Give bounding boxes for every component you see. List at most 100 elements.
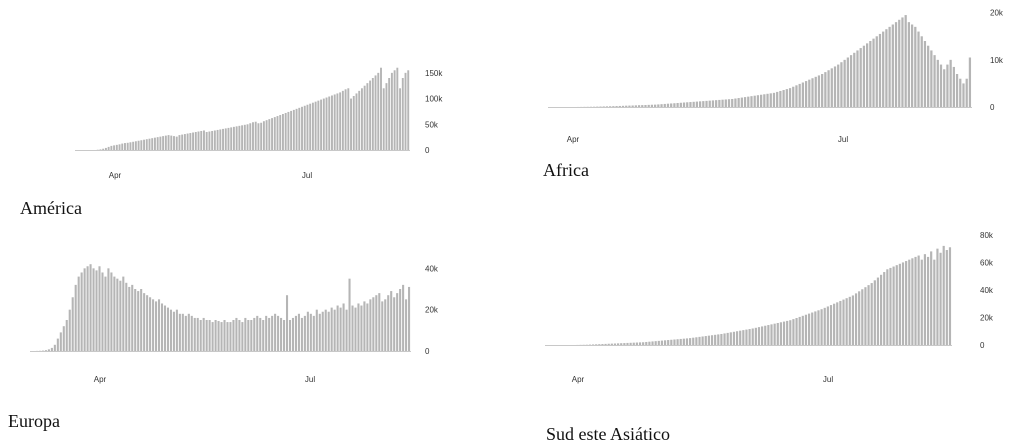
chart-europa-ytick: 20k <box>425 306 439 315</box>
chart-america-bar <box>159 137 161 150</box>
chart-europa-bar <box>95 270 97 351</box>
chart-sea-bar <box>908 260 910 345</box>
chart-europa-bar <box>81 272 83 351</box>
chart-sea-bar <box>642 342 644 345</box>
chart-america-bar <box>377 73 379 150</box>
chart-sea-bar <box>774 324 776 345</box>
chart-america-bar <box>236 126 238 150</box>
chart-europa-bar <box>301 318 303 351</box>
chart-america-bar <box>277 116 279 150</box>
chart-africa-ytick: 20k <box>990 9 1004 18</box>
chart-sea-bar <box>676 339 678 345</box>
chart-sea-bar <box>889 268 891 345</box>
chart-africa-bar <box>709 101 711 107</box>
chart-africa-bar <box>937 60 939 107</box>
chart-africa-bar <box>686 102 688 107</box>
chart-america-bar <box>228 128 230 150</box>
chart-africa-bar <box>882 32 884 107</box>
chart-america-bar <box>203 130 205 150</box>
chart-africa-bar <box>750 96 752 107</box>
chart-america-bar <box>339 92 341 150</box>
chart-sea-bar <box>723 333 725 345</box>
chart-europa-bar <box>346 310 348 351</box>
chart-sea-bar <box>855 293 857 345</box>
chart-america-bar <box>315 102 317 150</box>
chart-europa-bar <box>334 310 336 351</box>
chart-africa-bar <box>712 100 714 107</box>
chart-europa-bar <box>69 310 71 351</box>
chart-america-bar <box>233 127 235 150</box>
chart-africa-bar <box>744 97 746 107</box>
chart-america-bar <box>372 78 374 150</box>
chart-europa-bar <box>90 264 92 351</box>
chart-sea-bar <box>799 317 801 345</box>
chart-america-bar <box>334 94 336 150</box>
chart-africa-bar <box>779 91 781 107</box>
chart-africa-bar <box>879 34 881 107</box>
chart-europa-ytick: 40k <box>425 264 439 273</box>
chart-america-bar <box>116 145 118 150</box>
chart-europa-bar <box>167 308 169 351</box>
chart-america-bar <box>255 122 257 150</box>
chart-africa-bar <box>885 29 887 107</box>
chart-africa-bar <box>892 25 894 108</box>
chart-sea-bar <box>939 253 941 345</box>
chart-europa-xtick: Jul <box>305 375 315 384</box>
chart-europa-bar <box>289 320 291 351</box>
chart-africa-bar <box>908 22 910 107</box>
chart-africa-bar <box>731 99 733 107</box>
chart-sea-bar <box>864 287 866 345</box>
chart-sea-bar <box>858 291 860 345</box>
chart-america-bar <box>279 115 281 150</box>
chart-africa-bar <box>927 46 929 107</box>
chart-sea-bar <box>902 262 904 345</box>
chart-america-bar <box>238 126 240 150</box>
chart-europa-bar <box>390 291 392 351</box>
chart-europa-bar <box>48 349 50 351</box>
chart-america-bar <box>100 149 102 150</box>
chart-sea-bar <box>805 315 807 345</box>
chart-america-bar <box>407 70 409 150</box>
chart-sea-bar <box>658 341 660 345</box>
chart-europa-bar <box>209 320 211 351</box>
chart-sea-bar <box>921 260 923 345</box>
chart-europa-bar <box>158 299 160 351</box>
chart-sea-bar <box>708 336 710 345</box>
chart-europa-bar <box>262 320 264 351</box>
chart-europa-bar <box>51 348 53 351</box>
chart-america-bar <box>358 91 360 150</box>
chart-africa-bar <box>869 41 871 107</box>
chart-europa-bar <box>319 314 321 351</box>
chart-europa-bar <box>155 301 157 351</box>
chart-europa-bar <box>292 318 294 351</box>
chart-africa-bar <box>930 50 932 107</box>
chart-africa-bar <box>628 106 630 107</box>
chart-africa-bar <box>799 84 801 107</box>
chart-africa-bar <box>725 99 727 107</box>
chart-europa-bar <box>185 316 187 351</box>
chart-america-bar <box>146 139 148 150</box>
chart-america-bar <box>320 100 322 150</box>
chart-sea-bar <box>817 310 819 345</box>
chart-africa-bar <box>872 39 874 107</box>
chart-africa-xtick: Jul <box>838 135 848 144</box>
chart-europa-bar <box>384 299 386 351</box>
chart-sea-bar <box>780 322 782 345</box>
chart-sea-bar <box>727 333 729 345</box>
chart-america-bar <box>301 107 303 150</box>
chart-america-bar <box>168 135 170 150</box>
chart-sea-bar <box>698 337 700 345</box>
chart-europa-ytick: 0 <box>425 347 430 356</box>
caption-sea: Sud este Asiático <box>546 424 670 445</box>
chart-africa-bar <box>622 106 624 107</box>
chart-sea-bar <box>933 260 935 345</box>
chart-america-bar <box>396 68 398 150</box>
chart-america-bar <box>184 134 186 150</box>
chart-sea-bar <box>730 332 732 345</box>
chart-africa-bar <box>805 81 807 107</box>
chart-sea-bar <box>943 246 945 345</box>
chart-sea-bar <box>680 339 682 345</box>
chart-africa-bar <box>847 58 849 108</box>
